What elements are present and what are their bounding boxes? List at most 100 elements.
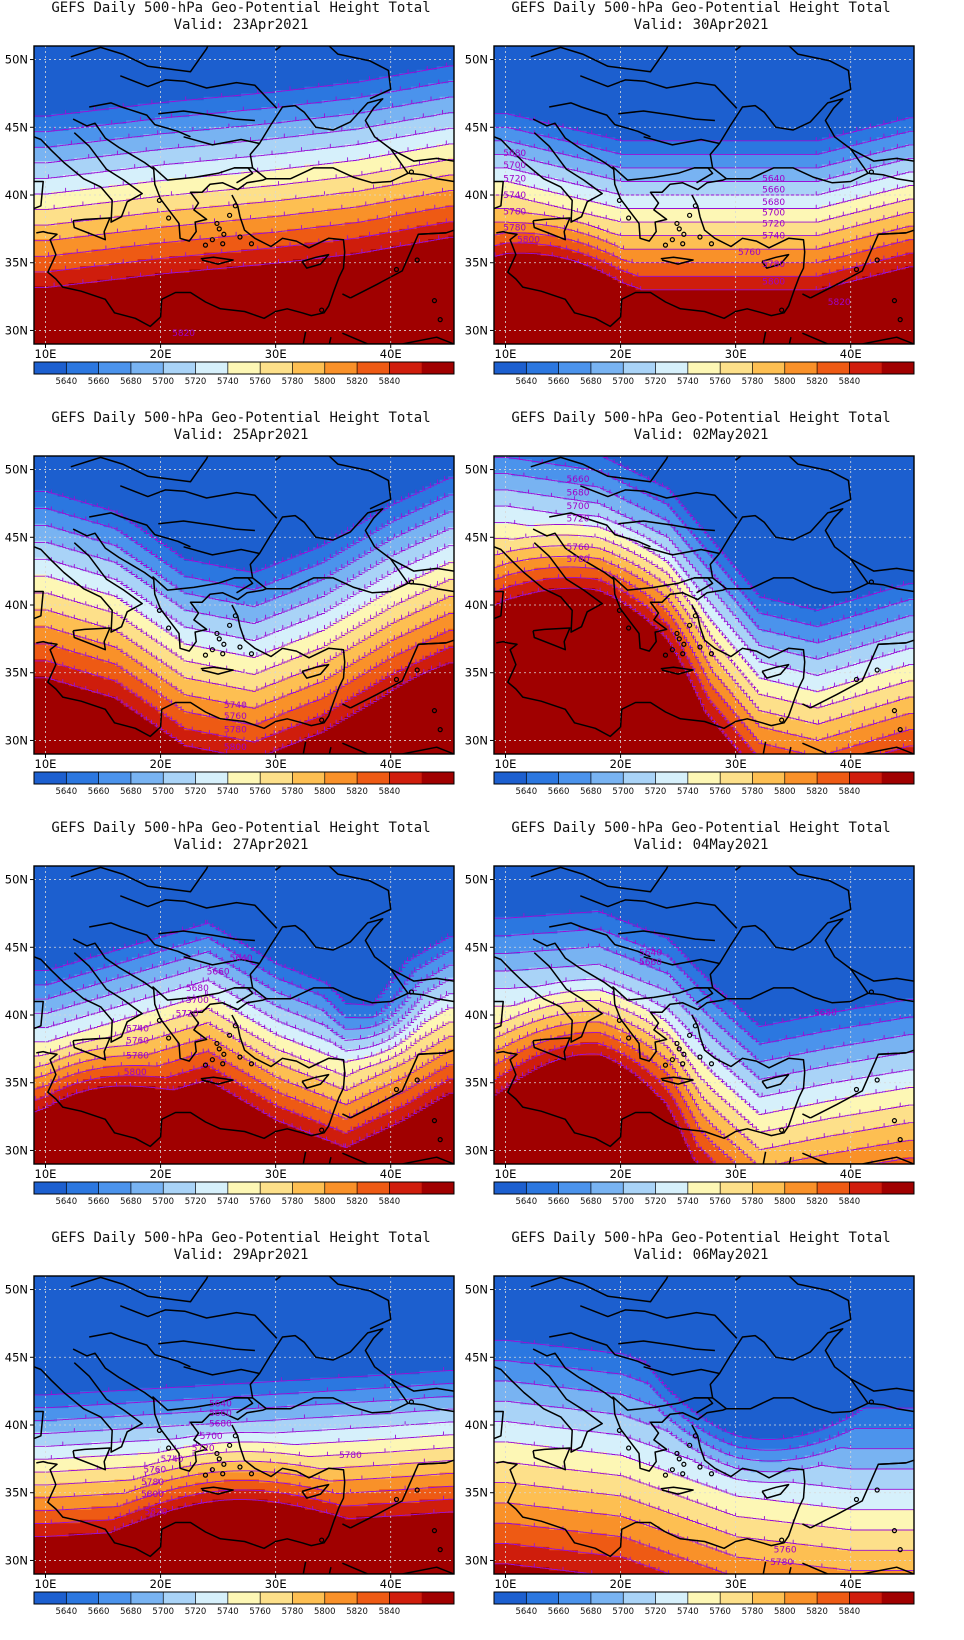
colorbar-swatch [99,362,132,374]
colorbar-swatch [163,362,196,374]
colorbar-swatch [591,1592,624,1604]
colorbar-swatch [785,1592,818,1604]
contour-label: 5640 [230,954,253,964]
lon-tick-label: 30E [265,1577,287,1591]
lat-tick-label: 50N [465,53,488,67]
colorbar-swatch [196,1592,229,1604]
colorbar-label: 5660 [548,1607,570,1617]
colorbar-swatch [591,772,624,784]
colorbar-label: 5660 [88,1197,110,1207]
lat-tick-label: 40N [5,1418,28,1432]
map-panel: GEFS Daily 500-hPa Geo-Potential Height … [0,1230,482,1640]
contour-label: 5800 [517,236,540,246]
contour-label: 5820 [172,329,195,339]
lat-tick-label: 50N [5,53,28,67]
lat-tick-label: 45N [465,940,488,954]
lon-tick-label: 20E [610,1577,632,1591]
colorbar-swatch [720,1182,753,1194]
colorbar-label: 5760 [249,1607,271,1617]
lon-tick-label: 30E [725,1167,747,1181]
colorbar-label: 5840 [839,787,861,797]
colorbar-label: 5760 [249,377,271,387]
colorbar-label: 5820 [806,1607,828,1617]
colorbar-swatch [688,1592,721,1604]
colorbar-label: 5840 [379,377,401,387]
contour-label: 5820 [145,1508,168,1518]
colorbar-label: 5740 [217,1607,239,1617]
colorbar-swatch [882,362,915,374]
colorbar-label: 5700 [152,377,174,387]
lat-tick-label: 35N [5,666,28,680]
lon-tick-label: 30E [725,347,747,361]
lat-tick-label: 45N [465,1350,488,1364]
colorbar-swatch [389,1592,422,1604]
colorbar-swatch [785,772,818,784]
contour-label: 5780 [126,1052,149,1062]
colorbar-swatch [357,362,390,374]
contour-label: 5700 [186,996,209,1006]
colorbar-label: 5700 [152,1197,174,1207]
colorbar-swatch [817,1592,850,1604]
colorbar-label: 5680 [580,1607,602,1617]
lon-tick-label: 40E [840,1167,862,1181]
colorbar-label: 5840 [379,787,401,797]
lon-tick-label: 20E [150,1577,172,1591]
colorbar-swatch [526,1182,559,1194]
lat-tick-label: 45N [5,120,28,134]
colorbar-swatch [494,772,527,784]
colorbar-swatch [688,362,721,374]
colorbar-label: 5680 [580,787,602,797]
colorbar-label: 5840 [839,377,861,387]
lat-tick-label: 50N [5,1283,28,1297]
colorbar-label: 5820 [806,377,828,387]
contour-label: 5660 [762,186,785,196]
colorbar-swatch [131,1182,164,1194]
colorbar-label: 5700 [612,787,634,797]
colorbar-swatch [292,1182,325,1194]
colorbar-swatch [66,772,99,784]
colorbar-swatch [559,362,592,374]
lon-tick-label: 40E [840,757,862,771]
contour-label: 5740 [224,701,247,711]
colorbar-swatch [688,772,721,784]
colorbar-swatch [357,1182,390,1194]
colorbar-label: 5720 [645,377,667,387]
colorbar-swatch [720,772,753,784]
lat-tick-label: 40N [465,1418,488,1432]
colorbar-swatch [882,772,915,784]
colorbar-swatch [656,772,689,784]
colorbar-label: 5820 [346,377,368,387]
map-panel: GEFS Daily 500-hPa Geo-Potential Height … [460,1230,942,1640]
colorbar-swatch [228,362,261,374]
contour-label: 5740 [126,1025,149,1035]
lon-tick-label: 10E [35,757,57,771]
colorbar-label: 5700 [612,377,634,387]
colorbar-label: 5800 [314,1197,336,1207]
contour-label: 5700 [762,209,785,219]
colorbar-label: 5780 [282,377,304,387]
colorbar-label: 5800 [774,787,796,797]
colorbar-swatch [34,362,67,374]
colorbar-label: 5740 [677,377,699,387]
lon-tick-label: 20E [610,1167,632,1181]
colorbar-swatch [325,1592,358,1604]
lon-tick-label: 20E [610,757,632,771]
contour-label: 5800 [762,278,785,288]
colorbar-label: 5640 [55,1197,77,1207]
colorbar-label: 5660 [88,377,110,387]
map-panel: GEFS Daily 500-hPa Geo-Potential Height … [0,0,482,410]
colorbar-swatch [292,1592,325,1604]
colorbar-swatch [720,362,753,374]
colorbar-swatch [325,772,358,784]
colorbar-swatch [785,1182,818,1194]
colorbar-label: 5680 [120,377,142,387]
lat-tick-label: 30N [465,1553,488,1567]
contour-label: 5680 [567,489,590,499]
contour-label: 5760 [126,1037,149,1047]
height-map: 56605640568057005720574057605780580030N3… [0,820,482,1230]
height-map: 56605680570057205760578030N35N40N45N50N1… [460,410,942,820]
colorbar-swatch [526,1592,559,1604]
colorbar-label: 5700 [612,1197,634,1207]
